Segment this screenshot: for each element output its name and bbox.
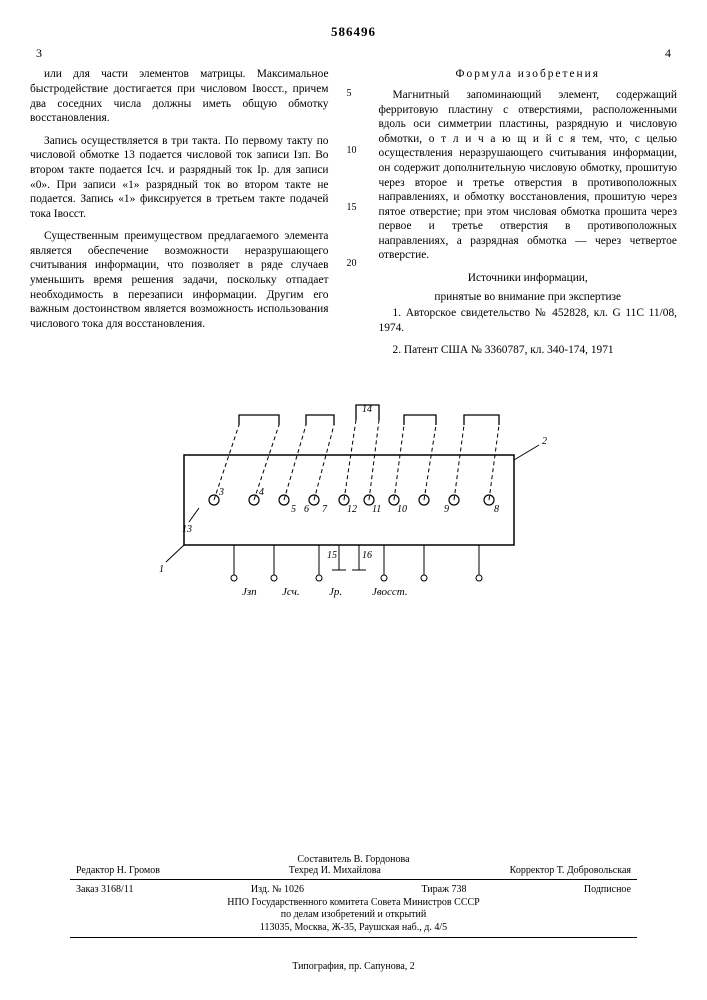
fig-l9: 9 — [444, 504, 449, 515]
line-numbers: 5 10 15 20 — [347, 46, 361, 366]
footer-credits: Редактор Н. Громов Техред И. Михайлова К… — [70, 865, 637, 876]
org1: НПО Государственного комитета Совета Мин… — [70, 897, 637, 910]
ln-10: 10 — [347, 145, 361, 158]
ln-15: 15 — [347, 202, 361, 215]
right-p1: Магнитный запоминающий элемент, содержащ… — [379, 88, 678, 263]
footer-org: НПО Государственного комитета Совета Мин… — [70, 897, 637, 935]
footer-meta: Заказ 3168/11 Изд. № 1026 Тираж 738 Подп… — [70, 884, 637, 895]
left-p3: Существенным преимуществом предлагаемого… — [30, 229, 329, 331]
footer: Составитель В. Гордонова Редактор Н. Гро… — [70, 854, 637, 943]
tirazh: Тираж 738 — [421, 884, 466, 895]
fig-l6: 6 — [304, 504, 309, 515]
source-2: 2. Патент США № 3360787, кл. 340-174, 19… — [379, 343, 678, 358]
org2: по делам изобретений и открытий — [70, 909, 637, 922]
ln-5: 5 — [347, 88, 361, 101]
fig-l13: 13 — [182, 524, 192, 535]
fig-ivost: Jвосст. — [372, 586, 408, 598]
order: Заказ 3168/11 — [76, 884, 133, 895]
typography-line: Типография, пр. Сапунова, 2 — [0, 961, 707, 972]
compiler: Составитель В. Гордонова — [70, 854, 637, 865]
fig-l12: 12 — [347, 504, 357, 515]
fig-l4: 4 — [259, 487, 264, 498]
fig-l15: 15 — [327, 550, 337, 561]
patent-number: 586496 — [30, 24, 677, 40]
left-column: 3 или для части элементов матрицы. Макси… — [30, 46, 329, 366]
fig-l10: 10 — [397, 504, 407, 515]
right-column: 4 Формула изобретения Магнитный запомина… — [379, 46, 678, 366]
col-num-right: 4 — [379, 46, 678, 61]
fig-l14: 14 — [362, 404, 372, 415]
fig-l7: 7 — [322, 504, 328, 515]
page: 586496 3 или для части элементов матрицы… — [0, 0, 707, 1000]
fig-l5: 5 — [291, 504, 296, 515]
fig-l1: 1 — [159, 564, 164, 575]
text-columns: 3 или для части элементов матрицы. Макси… — [30, 46, 677, 366]
org3: 113035, Москва, Ж-35, Раушская наб., д. … — [70, 922, 637, 935]
source-1: 1. Авторское свидетельство № 452828, кл.… — [379, 306, 678, 335]
fig-isc: Jсч. — [282, 586, 300, 598]
tech: Техред И. Михайлова — [289, 865, 381, 876]
fig-l3: 3 — [218, 487, 224, 498]
izd: Изд. № 1026 — [251, 884, 304, 895]
fig-l8: 8 — [494, 504, 499, 515]
fig-izp: Jзп — [242, 586, 257, 598]
ln-20: 20 — [347, 258, 361, 271]
editor: Редактор Н. Громов — [76, 865, 160, 876]
patent-figure: 3 4 5 6 7 12 11 10 9 8 1 2 13 14 15 16 J… — [144, 400, 564, 610]
sources-title: Источники информации, — [379, 271, 678, 286]
fig-l2: 2 — [542, 436, 547, 447]
left-p1: или для части элементов матрицы. Максима… — [30, 67, 329, 125]
fig-ir: Jр. — [329, 586, 342, 598]
fig-l11: 11 — [372, 504, 381, 515]
left-p2: Запись осуществляется в три такта. По пе… — [30, 134, 329, 222]
col-num-left: 3 — [30, 46, 329, 61]
sources-sub: принятые во внимание при экспертизе — [379, 290, 678, 305]
formula-title: Формула изобретения — [379, 67, 678, 82]
sign: Подписное — [584, 884, 631, 895]
fig-l16: 16 — [362, 550, 372, 561]
corrector: Корректор Т. Добровольская — [510, 865, 631, 876]
